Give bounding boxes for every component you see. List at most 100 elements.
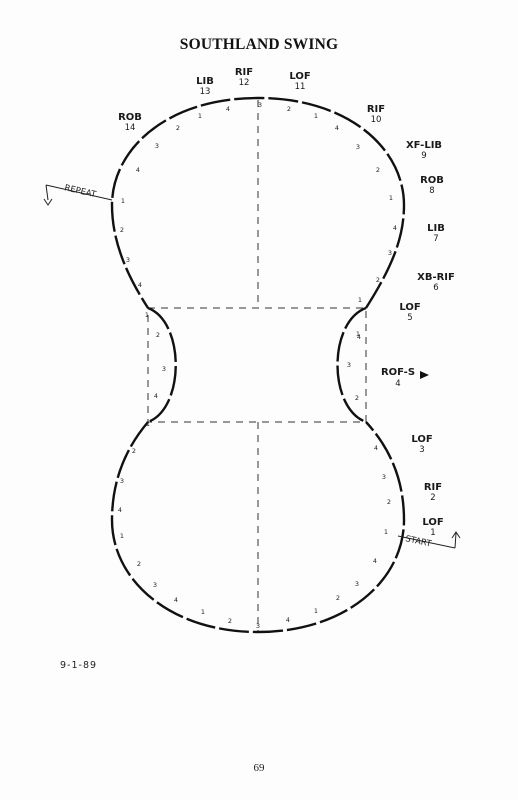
step-code: RIF: [367, 104, 385, 115]
arrow-down-icon: [43, 198, 53, 206]
page-number: 69: [253, 762, 265, 774]
beat-count: 3: [382, 473, 386, 481]
beat-count: 1: [314, 112, 318, 120]
step-code: XB-RIF: [417, 272, 455, 283]
step-number: 11: [295, 82, 306, 92]
beat-count: 1: [314, 607, 318, 615]
beat-count: 1: [145, 311, 149, 319]
beat-count: 2: [228, 617, 232, 625]
beat-count: 3: [120, 477, 124, 485]
beat-count: 3: [153, 581, 157, 589]
beat-count: 1: [201, 608, 205, 616]
beat-count: 2: [355, 394, 359, 402]
step-code: LOF: [289, 71, 310, 82]
step-number: 5: [407, 313, 412, 323]
beat-count: 2: [376, 166, 380, 174]
beat-count: 2: [120, 226, 124, 234]
right-waist-lobe: [336, 306, 367, 424]
start-label: START: [404, 534, 433, 549]
guide-lines: [147, 100, 367, 632]
beat-count: 4: [174, 596, 178, 604]
step-code: LOF: [422, 517, 443, 528]
beat-count: 4: [286, 616, 290, 624]
step-number: 7: [433, 234, 438, 244]
step-number: 13: [200, 87, 211, 97]
beat-count: 1: [146, 420, 150, 428]
step-number: 2: [430, 493, 435, 503]
beat-count: 4: [374, 444, 378, 452]
beat-count: 4: [335, 124, 339, 132]
start-underline: [397, 535, 456, 549]
step-number: 14: [125, 123, 136, 133]
beat-count: 4: [138, 281, 142, 289]
step-code: LIB: [196, 76, 214, 87]
step-code: LOF: [411, 434, 432, 445]
step-code: ROB: [420, 175, 444, 186]
date-note: 9-1-89: [60, 660, 98, 671]
beat-count: 2: [376, 276, 380, 284]
step-number: 9: [421, 151, 426, 161]
beat-count: 1: [198, 112, 202, 120]
beat-count: 2: [176, 124, 180, 132]
step-number: 12: [239, 78, 250, 88]
beat-count: 1: [120, 532, 124, 540]
beat-count: 3: [355, 580, 359, 588]
center-box: [147, 307, 367, 423]
beat-count: 4: [393, 224, 397, 232]
bottom-circle-lobe: [110, 421, 406, 634]
beat-count: 3: [162, 365, 166, 373]
beat-count: 4: [373, 557, 377, 565]
beat-count: 2: [287, 105, 291, 113]
start-arrow-stem: [454, 532, 457, 549]
beat-count: 4: [357, 333, 361, 341]
start-marker: START: [397, 531, 461, 550]
repeat-arrow-stem: [45, 184, 49, 201]
skating-track: [110, 96, 406, 634]
beat-count: 1: [384, 528, 388, 536]
beat-count: 4: [136, 166, 140, 174]
beat-count: 2: [387, 498, 391, 506]
beat-count: 2: [132, 447, 136, 455]
arrow-up-icon: [451, 531, 461, 539]
step-code: LIB: [427, 223, 445, 234]
beat-count: 3: [347, 361, 351, 369]
diagram-title: SOUTHLAND SWING: [179, 36, 339, 53]
beat-count: 4: [118, 506, 122, 514]
step-number: 8: [429, 186, 434, 196]
beat-count: 3: [356, 143, 360, 151]
step-label-4: ROF-S4: [381, 367, 429, 389]
beat-count: 2: [156, 331, 160, 339]
beat-count: 1: [358, 296, 362, 304]
left-waist-lobe: [147, 306, 177, 424]
step-number: 10: [371, 115, 382, 125]
step-number: 6: [433, 283, 438, 293]
step-number: 3: [419, 445, 424, 455]
repeat-marker: REPEAT: [43, 183, 113, 206]
beat-count: 3: [155, 142, 159, 150]
beat-count: 3: [256, 622, 260, 630]
top-circle-lobe: [110, 96, 406, 309]
beat-count: 1: [356, 330, 360, 338]
repeat-label: REPEAT: [63, 183, 97, 200]
arrow-right-icon: [420, 371, 429, 379]
step-code: ROB: [118, 112, 142, 123]
beat-count: 2: [137, 560, 141, 568]
step-code: LOF: [399, 302, 420, 313]
beat-count: 2: [336, 594, 340, 602]
step-code: RIF: [235, 67, 253, 78]
